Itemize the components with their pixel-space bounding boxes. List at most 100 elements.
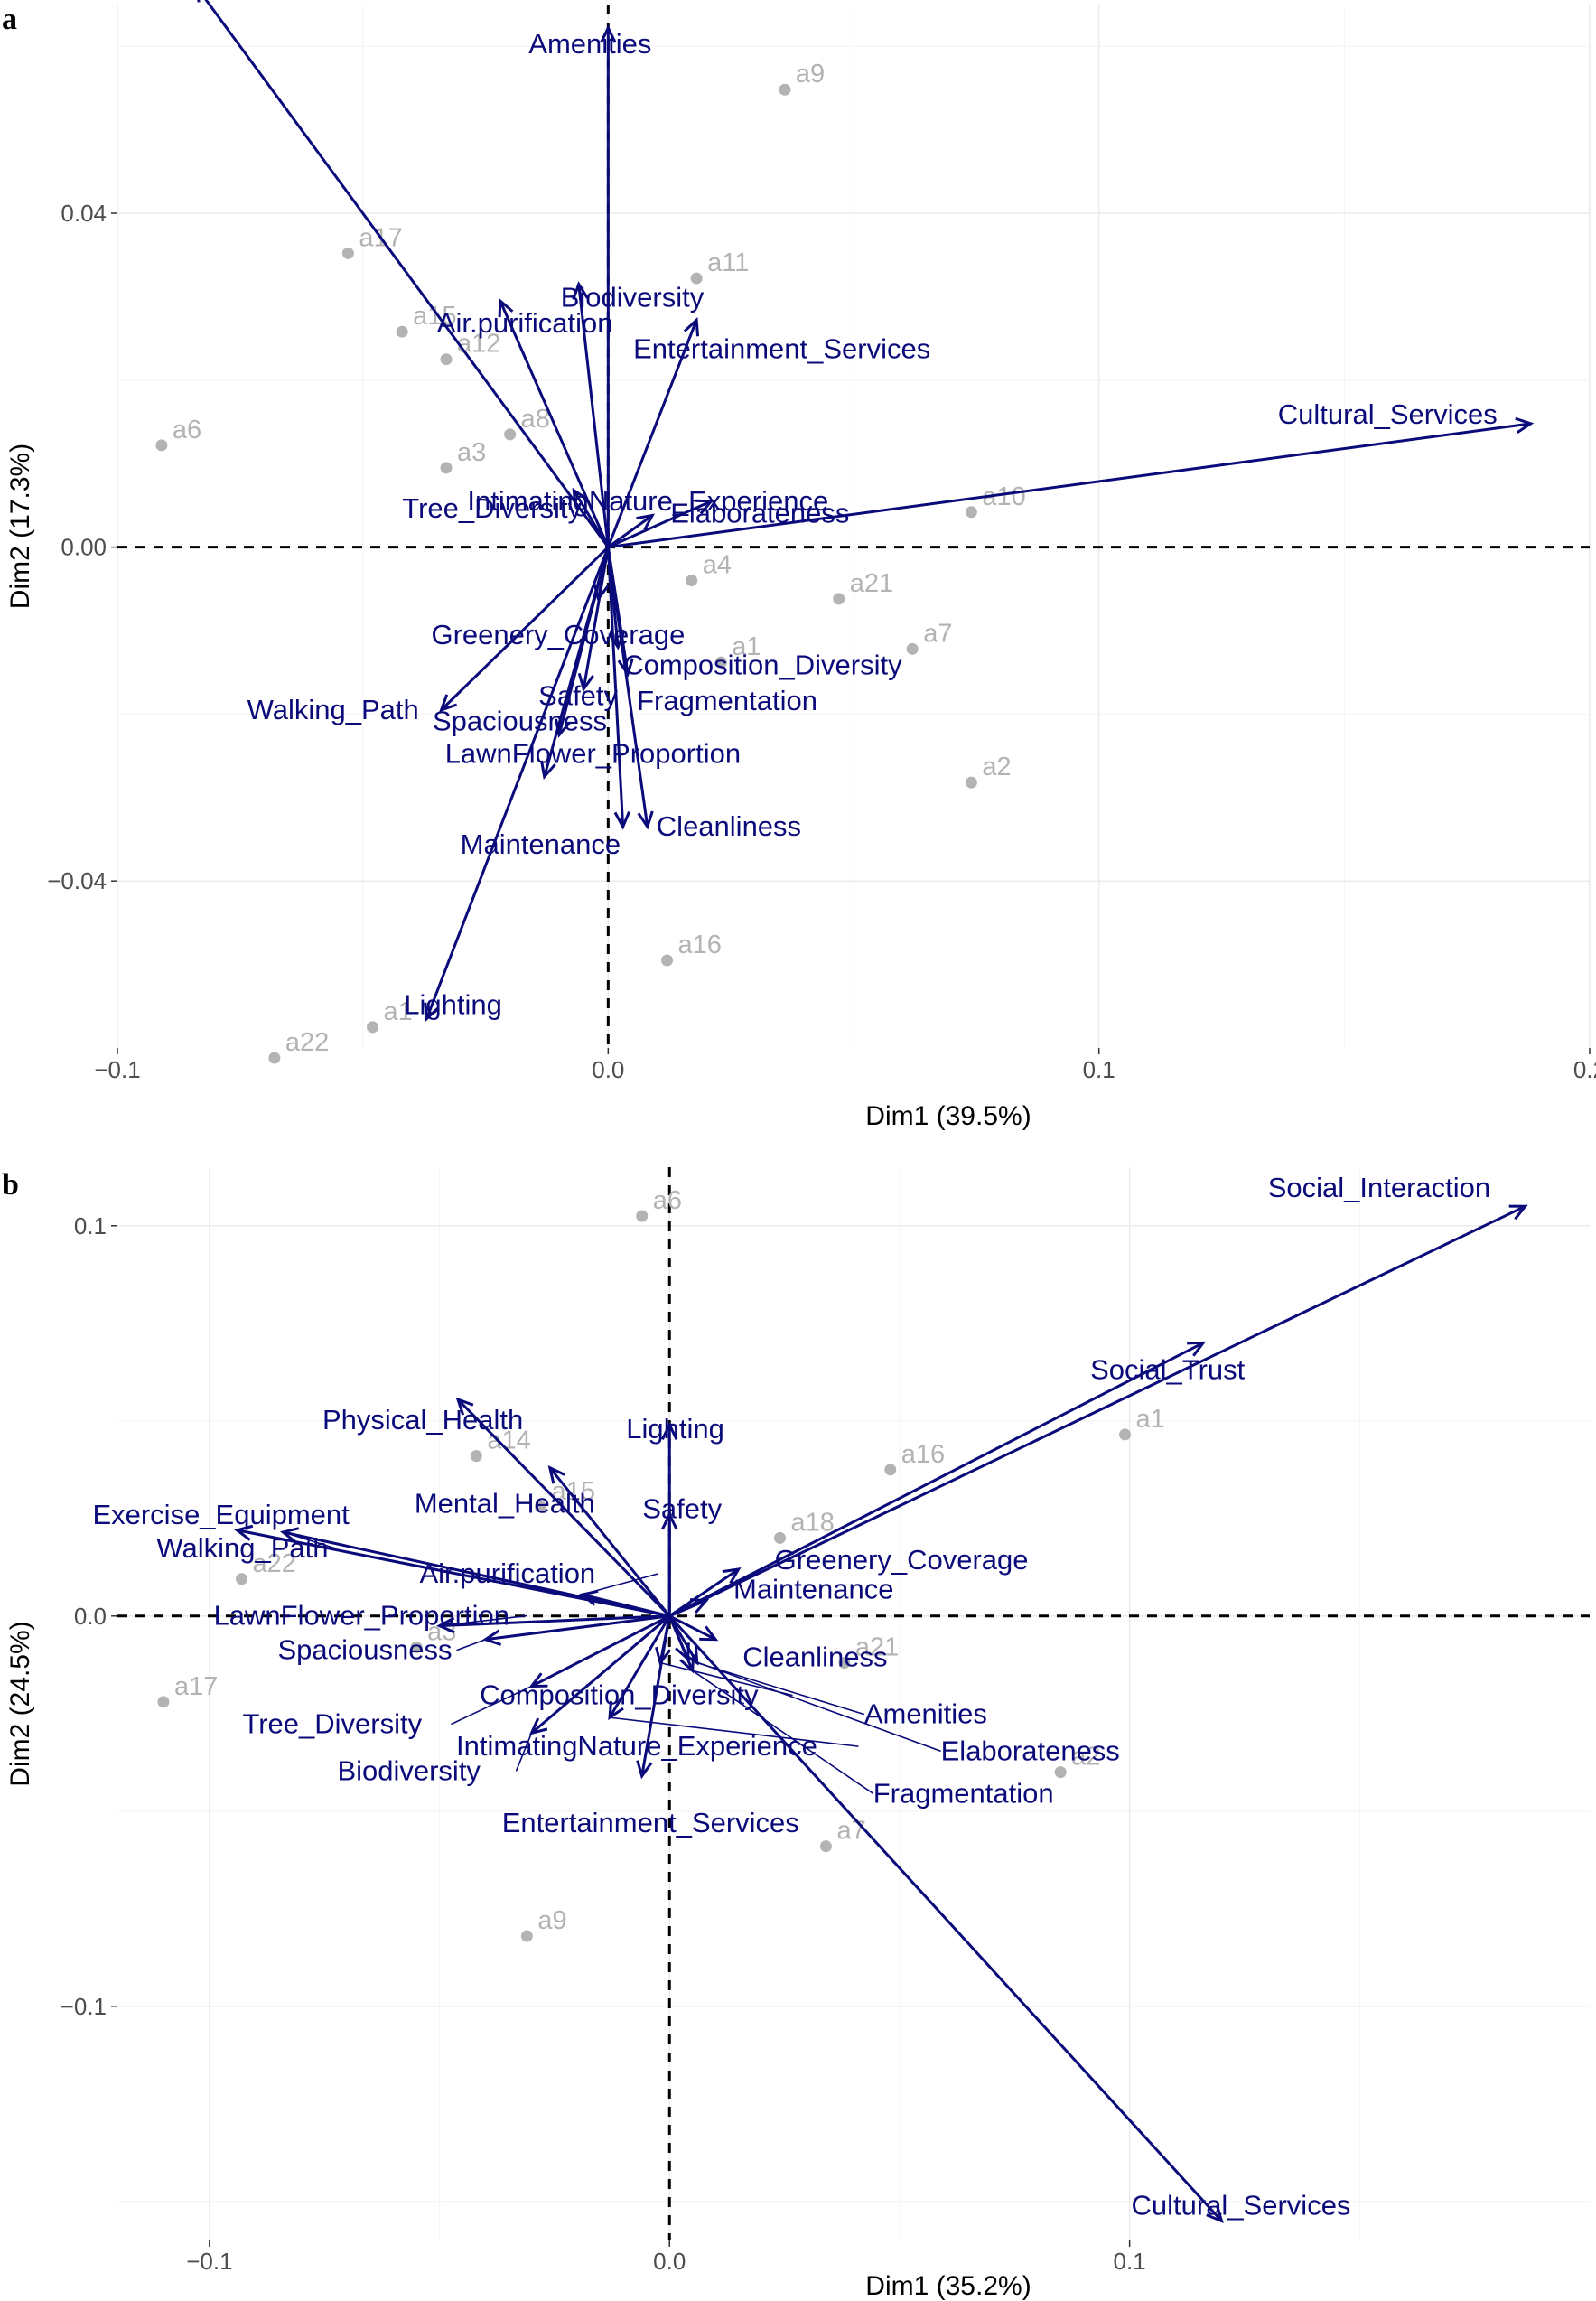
individual-point-a11: [690, 272, 703, 285]
individual-label-a6: a6: [173, 416, 201, 444]
y-axis-title: Dim2 (17.3%): [5, 444, 35, 609]
arrowhead-social-trust: [1187, 1341, 1207, 1357]
variable-label-air-purification: Air.purification: [419, 1557, 595, 1589]
variable-arrow-safety: [582, 547, 610, 689]
variable-label-lawnflower-proportion: LawnFlower_Proportion: [214, 1600, 509, 1632]
variable-arrow-maintenance: [606, 547, 625, 828]
variable-label-walking-path: Walking_Path: [156, 1532, 328, 1564]
arrowhead-safety: [577, 672, 594, 693]
arrowhead-elaborateness: [636, 513, 656, 531]
panel-b: b −0.1 0.0 0.1 −0.1 0.0 0.1 Dim1 (35.2%) Dim2 (2…: [2, 1167, 1590, 2301]
variable-label-amenities: Amenities: [864, 1698, 987, 1730]
individual-point-a16: [661, 954, 674, 967]
variable-arrow-cultural-services: [608, 422, 1531, 549]
y-tick-label: −0.1: [61, 1993, 107, 2020]
individual-point-a2: [1054, 1766, 1067, 1779]
arrowhead-greenery-coverage: [722, 1567, 742, 1585]
variable-arrow-spaciousness: [557, 547, 610, 735]
variable-label-cultural-services: Cultural_Services: [1278, 398, 1498, 430]
arrowhead-lighting: [661, 1421, 678, 1440]
individual-label-a1: a1: [384, 997, 413, 1026]
variable-label-fragmentation: Fragmentation: [873, 1777, 1054, 1809]
variable-arrow-lawnflower-proportion: [439, 1614, 670, 1628]
variable-label-amenities: Amenities: [528, 28, 651, 60]
arrowhead-cleanliness: [637, 810, 654, 830]
leader-line-elaborateness: [687, 1658, 941, 1753]
individual-label-a2: a2: [1071, 1743, 1100, 1772]
individual-label-a1: a1: [732, 632, 761, 661]
leader-line-spaciousness: [456, 1638, 486, 1651]
variable-label-intimatingnature-experience: IntimatingNature_Experience: [467, 485, 828, 517]
individual-label-a1: a1: [1136, 1405, 1165, 1434]
arrowhead-entertainment-services: [683, 317, 700, 337]
leader-line-lawnflower-proportion: [439, 1614, 527, 1627]
individual-label-a18: a18: [791, 1508, 835, 1537]
individual-point-a22: [236, 1573, 248, 1585]
individual-point-a14: [470, 1450, 482, 1463]
leader-line-composition-diversity: [659, 1661, 793, 1697]
variable-arrow-intimatingnature-experience: [607, 500, 713, 548]
variable-arrow-biodiversity: [577, 284, 610, 547]
individual-point-a9: [520, 1930, 533, 1942]
variable-label-tree-diversity: Tree_Diversity: [402, 492, 582, 524]
arrowhead-intimatingnature-experience: [695, 499, 714, 515]
panel-a: a −0.1 0.0 0.1 0.2 −0.04 0.00 0.04 Dim1 (39.5%) D…: [2, 0, 1596, 1131]
individual-label-a7: a7: [836, 1817, 865, 1846]
variable-label-lighting: Lighting: [404, 989, 502, 1021]
individual-label-a3: a3: [457, 438, 486, 467]
y-tick-label: 0.04: [61, 200, 107, 227]
individual-point-a7: [906, 642, 919, 655]
variable-label-entertainment-services: Entertainment_Services: [633, 332, 930, 364]
y-tick-label: 0.00: [61, 534, 107, 561]
x-tick-label: 0.1: [1114, 2248, 1146, 2275]
variable-arrow-entertainment-services: [640, 1615, 671, 1777]
variable-label-exercise-equipment: Exercise_Equipment: [92, 1499, 350, 1530]
individual-point-a17: [341, 247, 354, 259]
arrowhead-social-interaction: [1508, 1204, 1528, 1221]
individual-point-a6: [636, 1210, 649, 1222]
variable-label-lawnflower-proportion: LawnFlower_Proportion: [445, 738, 741, 770]
individual-point-a16: [884, 1464, 897, 1476]
variable-label-spaciousness: Spaciousness: [433, 706, 607, 737]
variable-label-biodiversity: Biodiversity: [561, 282, 705, 313]
individual-point-a21: [833, 593, 845, 605]
individual-label-a9: a9: [537, 1906, 566, 1935]
individual-label-a22: a22: [253, 1549, 296, 1578]
arrowhead-physical-health: [455, 1397, 474, 1416]
individual-point-a12: [440, 353, 453, 366]
variable-arrow-exercise-equipment: [204, 0, 610, 548]
variable-arrow-tree-diversity: [573, 489, 610, 548]
variable-label-greenery-coverage: Greenery_Coverage: [775, 1544, 1029, 1576]
arrowhead-fragmentation: [617, 658, 634, 678]
arrowhead-walking-path: [439, 694, 458, 713]
variable-label-greenery-coverage: Greenery_Coverage: [431, 619, 685, 650]
leader-line-walking-path: [283, 1531, 336, 1549]
y-tick-label: −0.04: [47, 867, 107, 894]
individual-point-a4: [686, 575, 698, 587]
individual-point-a1: [714, 656, 727, 669]
individual-point-a1: [1119, 1428, 1132, 1441]
variable-arrow-biodiversity: [530, 1614, 671, 1735]
individual-point-a10: [965, 506, 977, 519]
arrowhead-safety: [661, 1511, 678, 1530]
variable-label-entertainment-services: Entertainment_Services: [502, 1807, 799, 1838]
variable-label-walking-path: Walking_Path: [247, 694, 419, 725]
individual-point-a1: [367, 1021, 379, 1034]
individual-point-a3: [440, 462, 453, 474]
individual-label-a16: a16: [901, 1440, 945, 1469]
variable-arrow-walking-path: [440, 546, 610, 711]
arrowhead-maintenance: [613, 810, 630, 830]
arrowhead-lighting: [424, 1002, 440, 1022]
individual-label-a16: a16: [678, 931, 722, 959]
arrowhead-tree-diversity: [572, 487, 589, 507]
individual-point-a21: [838, 1657, 851, 1670]
panel-letter: a: [2, 3, 17, 36]
variable-arrow-air-purification: [499, 300, 610, 548]
variable-label-safety: Safety: [642, 1492, 722, 1524]
variable-arrow-mental-health: [548, 1466, 671, 1617]
individual-label-a22: a22: [285, 1028, 329, 1057]
variable-label-tree-diversity: Tree_Diversity: [242, 1708, 422, 1740]
panel-letter: b: [2, 1168, 19, 1202]
individual-point-a3: [410, 1641, 423, 1653]
